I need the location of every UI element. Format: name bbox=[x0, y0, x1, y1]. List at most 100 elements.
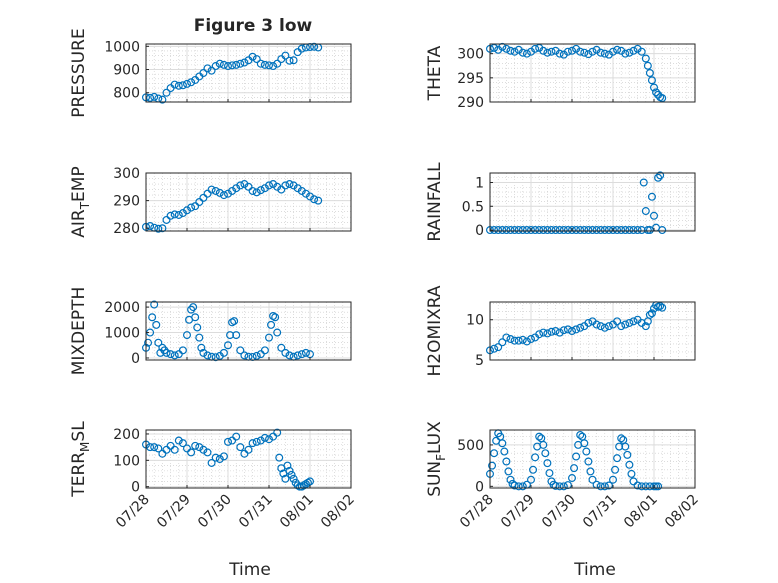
axes-background bbox=[146, 173, 351, 231]
data-point bbox=[195, 333, 204, 342]
subplot-1: 800 900 1000 PRESSURE bbox=[69, 28, 352, 118]
data-point bbox=[510, 336, 519, 345]
data-point bbox=[498, 338, 507, 347]
data-point bbox=[563, 226, 572, 235]
data-point bbox=[543, 226, 552, 235]
data-point bbox=[621, 226, 630, 235]
data-point bbox=[226, 331, 235, 340]
data-point bbox=[637, 482, 646, 491]
data-point bbox=[265, 181, 274, 190]
data-point bbox=[187, 448, 196, 457]
data-point bbox=[649, 83, 658, 92]
data-point bbox=[252, 351, 261, 360]
data-point bbox=[623, 450, 632, 459]
data-point bbox=[174, 436, 183, 445]
data-point bbox=[559, 226, 568, 235]
data-point bbox=[592, 320, 601, 329]
axes-frame bbox=[489, 172, 696, 232]
data-point bbox=[240, 58, 249, 67]
data-point bbox=[545, 469, 554, 478]
data-point bbox=[228, 61, 237, 70]
data-point bbox=[502, 226, 511, 235]
axes-background bbox=[490, 430, 695, 488]
data-point bbox=[267, 320, 276, 329]
data-point bbox=[506, 475, 515, 484]
data-point bbox=[608, 47, 617, 56]
subplot-2: 290 295 300 THETA bbox=[425, 42, 696, 111]
data-point bbox=[273, 428, 282, 437]
data-point bbox=[285, 56, 294, 65]
data-point bbox=[199, 348, 208, 357]
data-point bbox=[293, 351, 302, 360]
data-point bbox=[183, 331, 192, 340]
y-tick-label: 0 bbox=[131, 480, 140, 496]
y-tick-label: 2000 bbox=[104, 300, 140, 316]
data-point bbox=[236, 59, 245, 68]
data-point bbox=[260, 60, 269, 69]
data-point bbox=[306, 477, 315, 486]
data-point bbox=[652, 88, 661, 97]
data-point bbox=[494, 343, 503, 352]
data-point bbox=[531, 226, 540, 235]
data-point bbox=[211, 186, 220, 195]
data-point bbox=[580, 226, 589, 235]
data-point bbox=[170, 351, 179, 360]
data-point bbox=[596, 48, 605, 57]
data-point bbox=[289, 56, 298, 65]
data-point bbox=[310, 42, 319, 51]
data-point bbox=[641, 482, 650, 491]
data-point bbox=[514, 226, 523, 235]
data-point bbox=[645, 68, 654, 77]
data-point bbox=[197, 343, 206, 352]
data-point bbox=[529, 465, 538, 474]
y-axis-label: PRESSURE bbox=[69, 28, 89, 117]
data-point bbox=[580, 48, 589, 57]
data-point bbox=[588, 47, 597, 56]
data-point bbox=[297, 350, 306, 359]
data-point bbox=[510, 226, 519, 235]
figure-title: Figure 3 low bbox=[194, 16, 313, 36]
axes-background bbox=[146, 44, 351, 102]
data-point bbox=[224, 341, 233, 350]
data-point bbox=[260, 346, 269, 355]
data-point bbox=[170, 445, 179, 454]
data-point bbox=[228, 436, 237, 445]
data-point bbox=[256, 436, 265, 445]
y-tick-label: 1000 bbox=[104, 326, 140, 342]
data-point bbox=[576, 226, 585, 235]
data-point bbox=[146, 443, 155, 452]
y-tick-label: 280 bbox=[113, 221, 140, 237]
data-point bbox=[219, 191, 228, 200]
data-point bbox=[506, 226, 515, 235]
data-point bbox=[158, 95, 167, 104]
data-point bbox=[627, 469, 636, 478]
data-point bbox=[604, 226, 613, 235]
y-tick-label: 1 bbox=[475, 176, 484, 192]
data-point bbox=[535, 432, 544, 441]
data-point bbox=[207, 185, 216, 194]
data-point bbox=[269, 62, 278, 71]
data-point bbox=[567, 327, 576, 336]
data-point bbox=[236, 443, 245, 452]
data-point bbox=[654, 173, 663, 182]
data-point bbox=[596, 482, 605, 491]
data-point bbox=[283, 461, 292, 470]
data-point bbox=[551, 327, 560, 336]
y-tick-label: 900 bbox=[113, 63, 140, 79]
y-axis-label: TERRMSL bbox=[69, 421, 92, 498]
data-point bbox=[547, 327, 556, 336]
data-point bbox=[285, 351, 294, 360]
y-axis-label: MIXDEPTH bbox=[69, 287, 89, 376]
data-point bbox=[555, 328, 564, 337]
data-point bbox=[641, 322, 650, 331]
y-tick-label: 500 bbox=[457, 438, 484, 454]
data-point bbox=[273, 328, 282, 337]
data-point bbox=[647, 192, 656, 201]
data-point bbox=[535, 330, 544, 339]
data-point bbox=[215, 59, 224, 68]
y-tick-label: 800 bbox=[113, 86, 140, 102]
data-point bbox=[207, 66, 216, 75]
data-point bbox=[522, 49, 531, 58]
data-point bbox=[625, 318, 634, 327]
data-point bbox=[584, 457, 593, 466]
